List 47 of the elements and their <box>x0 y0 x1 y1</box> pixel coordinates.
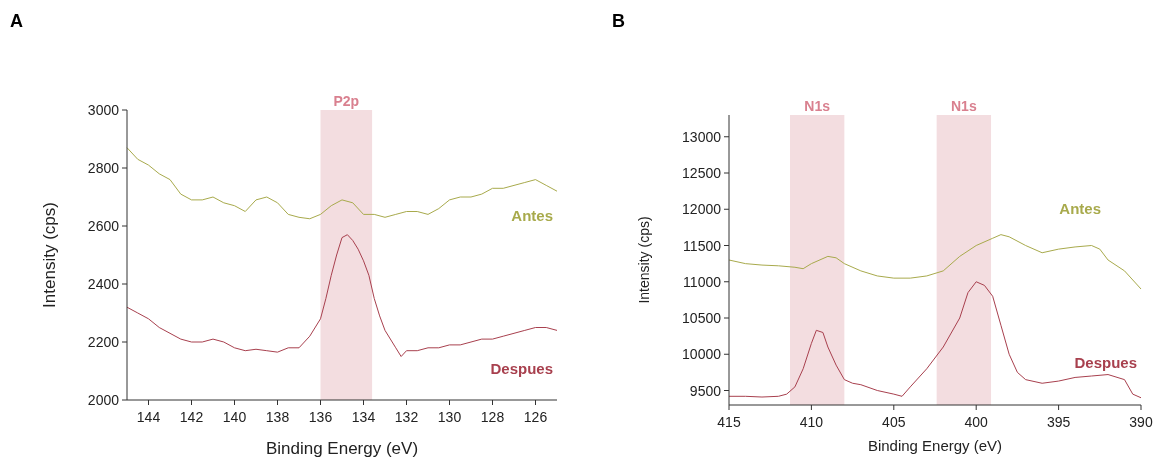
x-tick-label: 134 <box>351 409 376 425</box>
chart-title: A <box>10 11 23 31</box>
y-tick-label: 13000 <box>682 128 722 145</box>
series-label: Despues <box>490 360 553 378</box>
y-tick-label: 11000 <box>683 273 722 290</box>
x-tick-label: 405 <box>882 414 906 430</box>
series-label: Despues <box>1074 353 1137 371</box>
x-tick-label: 390 <box>1129 414 1153 430</box>
y-tick-label: 10000 <box>682 346 722 363</box>
x-axis-title: Binding Energy (eV) <box>265 439 419 458</box>
y-tick-label: 2400 <box>87 276 120 292</box>
band-label: P2p <box>333 93 360 109</box>
line-series <box>728 234 1142 290</box>
y-tick-label: 3000 <box>87 102 120 118</box>
x-tick-label: 138 <box>265 409 290 425</box>
x-tick-label: 140 <box>222 409 247 425</box>
y-tick-label: 2200 <box>87 334 120 350</box>
line-series <box>728 281 1142 399</box>
y-tick-label: 9500 <box>689 382 722 399</box>
x-tick-label: 410 <box>799 414 824 430</box>
text: Antes <box>1059 200 1101 217</box>
x-tick-label: 142 <box>179 409 204 425</box>
x-tick-label: 136 <box>308 409 333 425</box>
band-label: N1s <box>804 98 831 114</box>
x-tick-label: 126 <box>523 409 548 425</box>
band-label: N1s <box>951 98 977 114</box>
x-tick-label: 144 <box>136 409 161 425</box>
x-tick-label: 132 <box>394 409 419 425</box>
line-series <box>126 147 558 220</box>
y-tick-label: 2000 <box>87 392 120 408</box>
series-label: Antes <box>511 207 553 225</box>
line-series <box>126 234 558 357</box>
y-tick-label: 2600 <box>87 218 120 234</box>
y-tick-label: 2800 <box>87 160 120 176</box>
x-axis-title: Binding Energy (eV) <box>867 437 1003 454</box>
x-tick-label: 128 <box>480 409 505 425</box>
y-tick-label: 11500 <box>683 237 722 254</box>
x-tick-label: 395 <box>1046 414 1071 430</box>
y-tick-label: 12000 <box>682 201 722 218</box>
x-tick-label: 400 <box>964 414 989 430</box>
x-tick-label: 415 <box>717 414 741 430</box>
y-tick-label: 10500 <box>682 310 722 326</box>
x-tick-label: 130 <box>437 409 462 425</box>
y-tick-label: 12500 <box>682 165 722 181</box>
y-axis-title: Intensity (cps) <box>636 216 652 304</box>
y-axis-title: Intensity (cps) <box>40 202 59 308</box>
chart-title: B <box>612 11 625 31</box>
